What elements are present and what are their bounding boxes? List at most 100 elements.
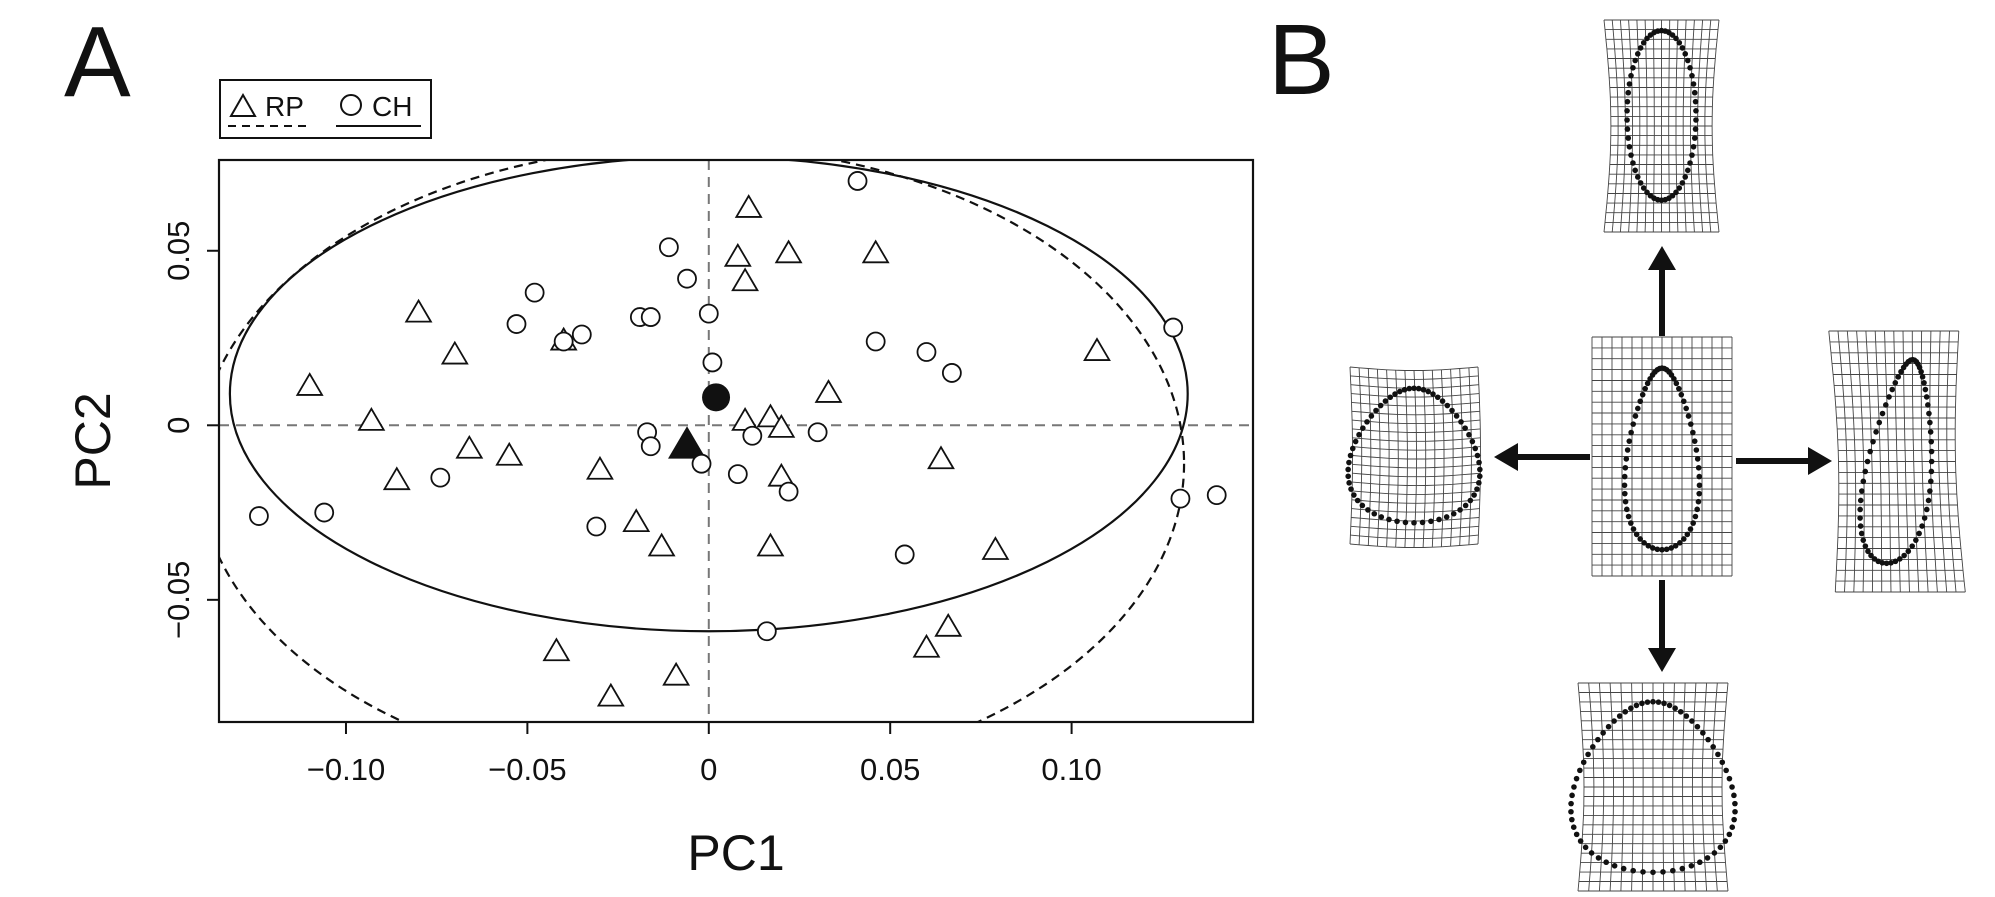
landmark-dot xyxy=(1907,357,1914,364)
landmark-dot xyxy=(1696,490,1702,497)
landmark-dot xyxy=(1693,117,1699,123)
landmark-dot xyxy=(1444,402,1451,409)
data-point-ch xyxy=(756,621,777,642)
data-point-ch xyxy=(698,303,719,324)
landmark-dot xyxy=(1628,72,1634,79)
landmark-dot xyxy=(1864,458,1871,465)
data-point-ch xyxy=(571,324,592,345)
landmark-dot xyxy=(1729,824,1736,831)
grid-line xyxy=(1893,330,1901,593)
panel-b-label: B xyxy=(1268,4,1335,116)
landmark-dot xyxy=(1921,380,1927,386)
landmark-dot xyxy=(1402,519,1409,526)
landmark-dot xyxy=(1425,388,1432,395)
landmark-dot xyxy=(1419,519,1426,526)
landmark-dot xyxy=(1477,466,1483,473)
arrow-head xyxy=(1808,447,1832,475)
landmark-dot xyxy=(1394,518,1400,525)
landmark-dot xyxy=(1705,736,1711,743)
grid-line xyxy=(1603,19,1612,233)
data-point-ch xyxy=(1206,485,1227,506)
landmark-dot xyxy=(1650,698,1656,705)
grid-line xyxy=(1628,19,1634,233)
landmark-dot xyxy=(1682,174,1689,180)
landmark-dot xyxy=(1621,482,1628,489)
grid-line xyxy=(1358,367,1363,545)
landmark-dot xyxy=(1622,490,1628,497)
data-point-rp xyxy=(622,508,651,532)
grid-right xyxy=(1828,330,1966,593)
landmark-dot xyxy=(1368,413,1375,419)
landmark-dot xyxy=(1857,497,1864,504)
landmark-dot xyxy=(1693,108,1699,114)
landmark-dot xyxy=(1862,468,1869,475)
landmark-dot xyxy=(1462,502,1469,509)
landmark-dot xyxy=(1909,543,1916,549)
landmark-dot xyxy=(1360,425,1366,431)
landmark-dot xyxy=(1888,559,1894,566)
landmark-dot xyxy=(1628,705,1634,712)
landmark-dot xyxy=(1883,560,1890,567)
landmark-dot xyxy=(1697,859,1703,866)
landmark-dot xyxy=(1679,865,1686,872)
landmark-dot xyxy=(1673,189,1679,196)
landmark-dot xyxy=(1922,386,1929,393)
landmark-dot xyxy=(1660,869,1666,875)
landmark-dot xyxy=(1666,702,1673,709)
grid-line xyxy=(1704,19,1712,233)
grid-bottom xyxy=(1568,682,1738,892)
landmark-dot xyxy=(1382,398,1389,404)
landmark-dot xyxy=(1630,160,1636,166)
arrow-head xyxy=(1648,648,1676,672)
landmark-dot xyxy=(1469,438,1476,445)
data-point-ch xyxy=(894,544,915,565)
x-axis-title: PC1 xyxy=(687,825,784,881)
grid-line xyxy=(1577,682,1585,892)
landmark-dot xyxy=(1876,419,1883,426)
landmark-dot xyxy=(1348,486,1354,492)
grid-line xyxy=(1672,682,1675,892)
y-axis-title: PC2 xyxy=(65,392,121,489)
grid-line xyxy=(1413,370,1418,548)
confidence-ellipse-rp xyxy=(219,160,1186,722)
grid-center xyxy=(1591,336,1733,577)
landmark-dot xyxy=(1476,480,1482,486)
data-point-rp xyxy=(382,466,411,491)
landmark-dot xyxy=(1690,143,1697,150)
landmark-dot xyxy=(1466,431,1472,438)
landmark-dot xyxy=(1443,514,1450,520)
data-point-rp xyxy=(647,532,676,557)
data-point-ch xyxy=(640,307,661,327)
landmark-dot xyxy=(1895,374,1902,380)
landmark-dot xyxy=(1570,824,1577,831)
landmark-dot xyxy=(1346,459,1352,466)
data-point-rp xyxy=(756,403,785,428)
landmark-dot xyxy=(1640,869,1646,875)
landmark-dot xyxy=(1691,89,1698,96)
data-point-ch xyxy=(1170,488,1191,509)
landmark-dot xyxy=(1392,391,1398,397)
grid-line xyxy=(1459,368,1463,546)
landmark-dot xyxy=(1626,438,1633,444)
data-point-rp xyxy=(731,267,759,292)
data-point-ch xyxy=(658,237,679,258)
grid-line xyxy=(1468,367,1472,545)
landmark-dot xyxy=(1568,808,1574,815)
landmark-dot xyxy=(1605,723,1612,730)
landmark-dot xyxy=(1628,520,1634,526)
landmark-dot xyxy=(1434,394,1441,401)
landmark-dot xyxy=(1625,89,1632,96)
landmark-dot xyxy=(1892,558,1899,565)
data-point-rp xyxy=(861,239,890,264)
deformation-grids-panel xyxy=(1345,19,1966,892)
data-point-rp xyxy=(814,379,843,403)
landmark-dot xyxy=(1462,425,1468,431)
grid-line xyxy=(1367,368,1372,546)
landmark-dot xyxy=(1860,478,1867,485)
data-point-rp xyxy=(295,372,324,396)
landmark-dot xyxy=(1622,464,1629,471)
landmark-dot xyxy=(1673,35,1679,42)
landmark-dot xyxy=(1673,380,1680,387)
landmark-dot xyxy=(1685,413,1692,419)
data-point-ch xyxy=(941,363,962,383)
